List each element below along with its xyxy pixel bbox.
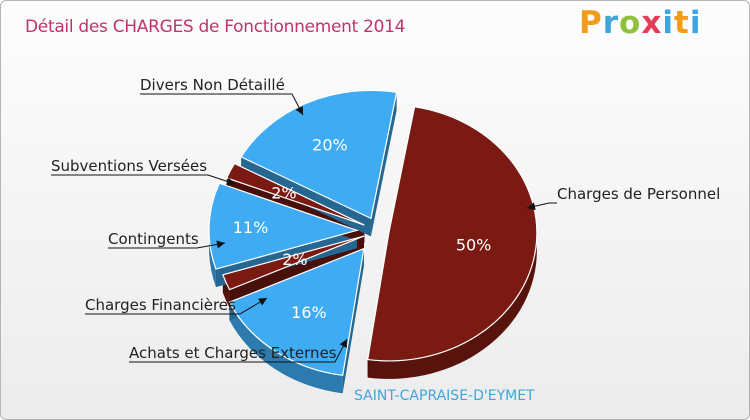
leader-line bbox=[51, 174, 236, 185]
leader-arrowhead bbox=[527, 202, 536, 211]
slice-tops: 50%16%2%11%2%20% bbox=[208, 89, 538, 376]
proxiti-logo: Proxiti bbox=[579, 5, 702, 41]
slice-side-charges-de-personnel bbox=[367, 232, 537, 379]
slice-subventions-vers-es[interactable] bbox=[225, 162, 365, 226]
slice-charges-de-personnel[interactable] bbox=[366, 106, 538, 362]
slice-divers-non-d-taill-[interactable] bbox=[240, 89, 398, 220]
slice-label-subventions-vers-es: Subventions Versées bbox=[51, 157, 207, 175]
leader-line bbox=[108, 242, 226, 249]
leader-arrowhead bbox=[226, 177, 235, 186]
leader-arrowhead bbox=[216, 240, 225, 249]
slice-value-label: 16% bbox=[291, 303, 327, 322]
slice-label-achats-et-charges-externes: Achats et Charges Externes bbox=[129, 344, 337, 362]
slice-value-label: 50% bbox=[456, 236, 492, 255]
chart-title: Détail des CHARGES de Fonctionnement 201… bbox=[25, 17, 406, 37]
slice-charges-financi-res[interactable] bbox=[222, 235, 365, 291]
slice-value-label: 20% bbox=[312, 136, 348, 155]
slice-side-achats-et-charges-externes bbox=[229, 302, 343, 394]
slice-contingents[interactable] bbox=[208, 182, 360, 270]
slice-label-charges-de-personnel: Charges de Personnel bbox=[557, 185, 720, 203]
slice-edge-divers-non-d-taill--1 bbox=[370, 92, 397, 237]
slice-value-label: 11% bbox=[233, 218, 269, 237]
slice-value-label: 2% bbox=[271, 183, 296, 202]
slice-label-charges-financi-res: Charges Financières bbox=[85, 296, 236, 314]
leader-line bbox=[129, 338, 348, 363]
leader-arrowhead bbox=[295, 106, 303, 115]
slice-edge-achats-et-charges-externes-0 bbox=[342, 248, 364, 394]
slice-achats-et-charges-externes[interactable] bbox=[228, 247, 365, 376]
slice-value-label: 2% bbox=[282, 250, 307, 269]
commune-name: SAINT-CAPRAISE-D'EYMET bbox=[354, 388, 535, 404]
leader-line bbox=[85, 297, 268, 315]
slice-label-divers-non-d-taill-: Divers Non Détaillé bbox=[140, 76, 285, 94]
leader-arrowhead bbox=[339, 339, 347, 348]
leader-arrowhead bbox=[258, 298, 267, 306]
leader-line bbox=[140, 93, 304, 116]
slice-label-contingents: Contingents bbox=[108, 230, 199, 248]
